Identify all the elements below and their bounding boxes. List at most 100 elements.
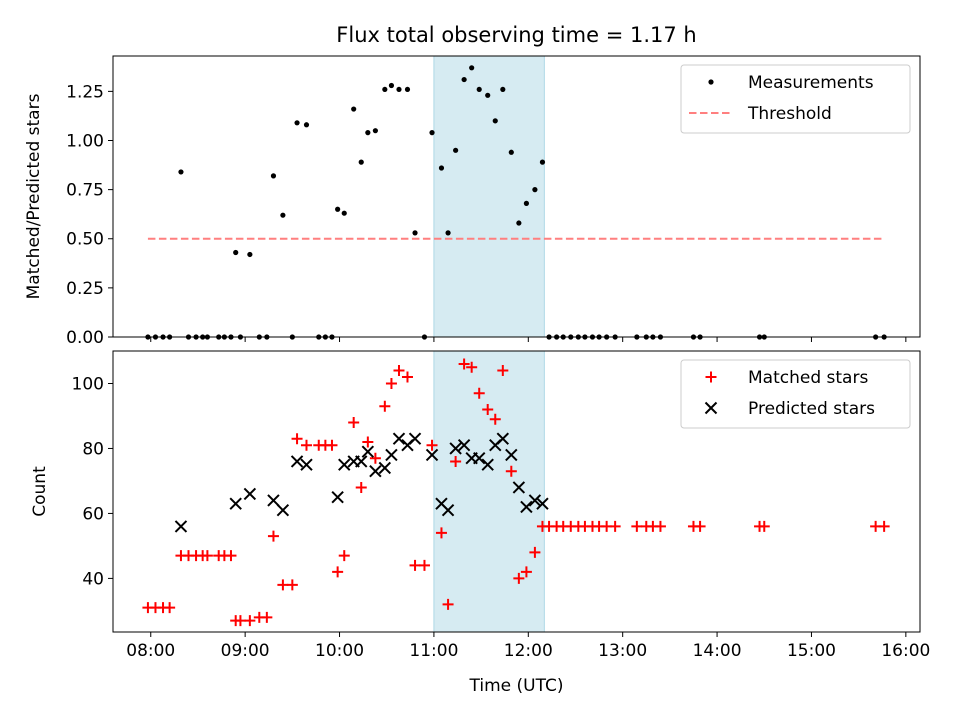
x-tick-label: 11:00	[409, 641, 458, 661]
matched-star-point	[473, 387, 485, 399]
matched-star-point	[409, 559, 421, 571]
y-tick-label: 0.00	[66, 328, 104, 348]
matched-star-point	[225, 550, 237, 562]
bottom-panel: 08:00 09:00 10:00 11:00 12:00 13:00 14:00 15:00…	[30, 350, 930, 696]
matched-star-point	[401, 371, 413, 383]
measurement-point	[382, 86, 388, 93]
predicted-star-point	[473, 451, 486, 465]
matched-star-point	[286, 579, 298, 591]
matched-star-point	[369, 452, 381, 464]
chart-title: Flux total observing time = 1.17 h	[336, 23, 696, 47]
matched-star-point	[164, 602, 176, 614]
matched-star-point	[418, 559, 430, 571]
matched-star-point	[291, 433, 303, 445]
measurement-point	[532, 187, 538, 193]
matched-star-point	[234, 615, 246, 627]
legend-measurement-swatch	[708, 79, 714, 85]
measurement-point	[341, 210, 347, 216]
measurement-point	[280, 212, 286, 218]
matched-star-point	[332, 566, 344, 578]
matched-star-point	[355, 481, 367, 493]
matched-star-point	[393, 364, 405, 376]
matched-star-point	[379, 400, 391, 412]
legend-label: Predicted stars	[748, 399, 875, 419]
predicted-star-point	[355, 455, 368, 468]
predicted-star-point	[243, 487, 257, 501]
matched-star-point	[267, 530, 279, 542]
x-tick-label: 14:00	[693, 641, 742, 661]
predicted-star-point	[300, 458, 313, 471]
predicted-star-point	[392, 432, 406, 445]
predicted-star-point	[481, 458, 494, 471]
predicted-star-point	[505, 448, 518, 462]
y-tick-label: 0.25	[66, 279, 104, 299]
predicted-star-point	[369, 464, 382, 478]
predicted-star-point	[512, 481, 526, 494]
top-axes-frame	[112, 55, 921, 338]
x-tick-label: 15:00	[787, 641, 836, 661]
matched-star-point	[520, 566, 532, 578]
measurement-point	[178, 169, 184, 175]
measurement-point	[476, 86, 482, 93]
bottom-legend: Matched stars Predicted stars	[680, 359, 911, 429]
predicted-star-point	[267, 494, 280, 507]
matched-star-point	[338, 550, 350, 562]
measurement-point	[372, 128, 378, 134]
measurement-point	[508, 149, 514, 155]
measurement-point	[247, 251, 253, 258]
measurement-point	[404, 86, 411, 93]
predicted-star-point	[290, 455, 304, 468]
y-tick-label: 80	[82, 439, 104, 459]
matched-star-point	[300, 439, 312, 451]
matched-star-point	[694, 520, 706, 532]
matched-star-point	[244, 615, 256, 627]
predicted-star-point	[536, 497, 549, 510]
matched-star-point	[458, 358, 470, 370]
predicted-star-point	[229, 497, 242, 510]
measurement-point	[365, 130, 371, 136]
y-tick-label: 0.50	[66, 230, 104, 250]
x-tick-label: 12:00	[504, 641, 553, 661]
predicted-star-point	[528, 494, 542, 507]
x-axis-label: Time (UTC)	[469, 676, 564, 696]
measurement-point	[539, 159, 546, 165]
measurement-point	[412, 230, 418, 236]
matched-star-point	[385, 377, 397, 389]
matched-star-point	[450, 455, 462, 467]
predicted-star-point	[496, 432, 510, 445]
matched-star-point	[654, 520, 666, 532]
matched-star-point	[326, 439, 338, 451]
predicted-star-point	[338, 458, 351, 471]
x-tick-label: 09:00	[221, 641, 270, 661]
top-y-axis-label: Matched/Predicted stars	[24, 93, 44, 299]
measurement-point	[461, 76, 467, 83]
predicted-star-point	[331, 490, 344, 504]
predicted-star-point	[174, 520, 188, 533]
legend-label: Threshold	[747, 104, 832, 124]
predicted-star-point	[276, 503, 290, 517]
x-tick-label: 08:00	[126, 641, 175, 661]
predicted-star-point	[385, 448, 398, 462]
predicted-star-point	[408, 432, 422, 445]
measurement-point	[500, 86, 506, 93]
matched-star-point	[261, 611, 273, 623]
measurement-point	[469, 65, 475, 71]
x-tick-label: 10:00	[315, 641, 364, 661]
top-legend: Measurements Threshold	[680, 64, 911, 134]
measurement-point	[233, 249, 239, 256]
measurement-point	[358, 159, 364, 165]
predicted-star-point	[361, 445, 375, 458]
legend-label: Matched stars	[748, 368, 868, 388]
bottom-data-marks	[142, 358, 890, 627]
legend-label: Measurements	[748, 73, 874, 93]
legend-matched-swatch	[705, 371, 717, 383]
matched-star-point	[505, 465, 517, 477]
measurement-point	[523, 200, 530, 206]
measurement-point	[453, 147, 459, 153]
predicted-star-point	[441, 503, 455, 517]
top-data-marks	[145, 65, 887, 340]
legend-box	[680, 359, 911, 429]
x-tick-label: 16:00	[881, 641, 930, 661]
measurement-point	[438, 165, 445, 171]
